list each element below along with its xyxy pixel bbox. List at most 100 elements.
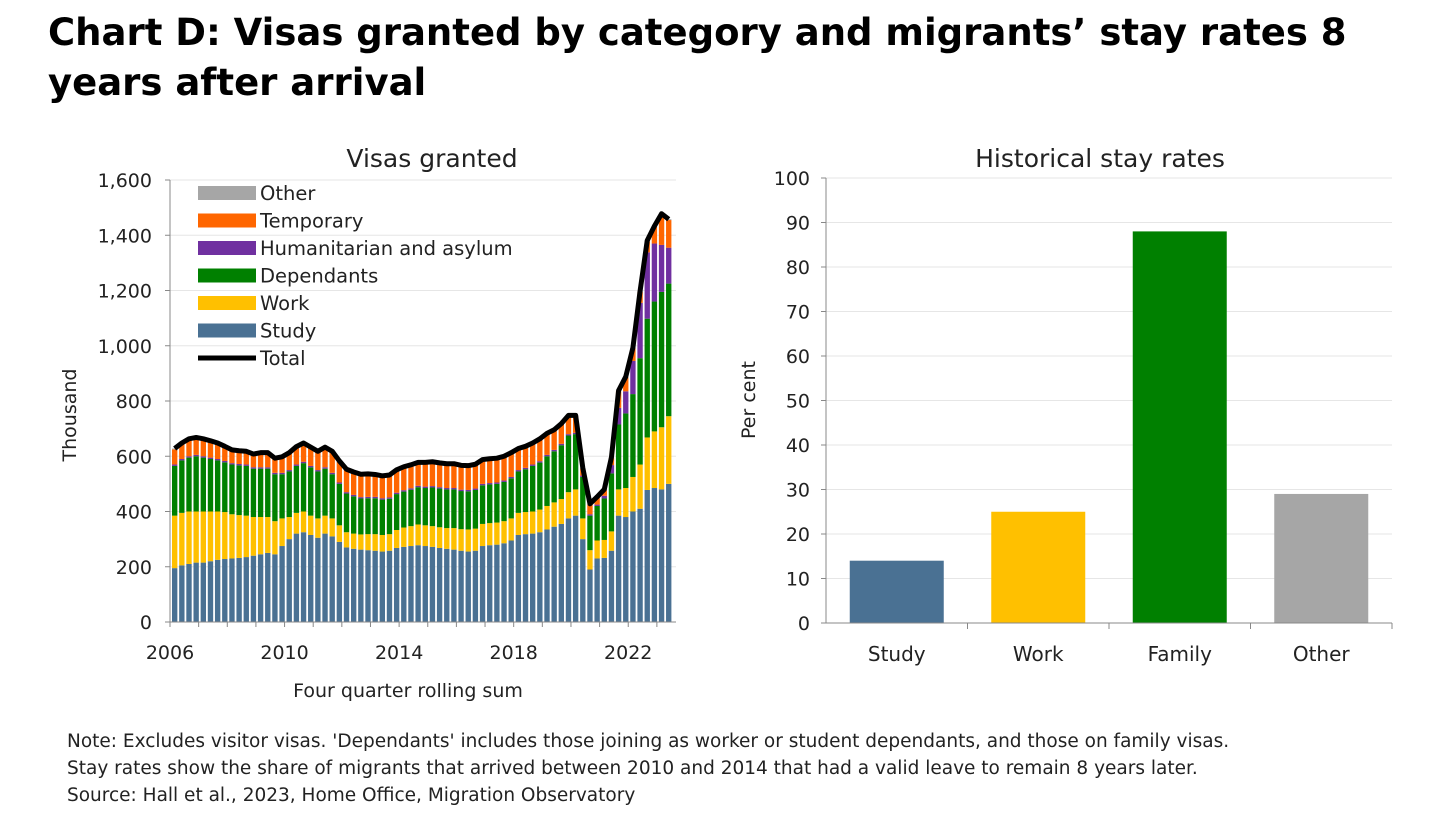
y-tick-label: 40: [786, 435, 810, 457]
bar-work: [537, 509, 543, 533]
bar-work: [286, 517, 292, 540]
bar-humanitarian: [487, 483, 493, 485]
bar-study: [279, 546, 285, 622]
bar-dependants: [343, 493, 350, 533]
source-line: Source: Hall et al., 2023, Home Office, …: [67, 785, 636, 806]
x-tick-label: 2022: [604, 642, 652, 664]
bar-work: [329, 518, 335, 537]
bar-temporary: [236, 451, 242, 464]
bar-study: [315, 537, 321, 622]
bar-temporary: [200, 439, 206, 457]
bar-study: [444, 548, 450, 622]
bar-study: [415, 545, 421, 622]
bar-work: [451, 528, 457, 550]
bar-dependants: [272, 474, 278, 522]
bar-study: [250, 555, 257, 622]
bar-dependants: [451, 489, 457, 529]
bar-temporary: [415, 463, 421, 486]
bar-dependants: [422, 488, 428, 526]
bar-temporary: [651, 226, 658, 244]
bar-humanitarian: [415, 485, 421, 488]
bar-study: [451, 549, 457, 622]
bar-study: [436, 547, 443, 622]
bar-humanitarian: [422, 486, 428, 489]
bar-humanitarian: [565, 434, 572, 436]
bar-study: [207, 561, 214, 622]
y-tick-label: 100: [774, 168, 810, 190]
y-tick-label: 1,200: [98, 281, 152, 303]
bar-dependants: [401, 491, 407, 528]
bar-dependants: [594, 505, 600, 541]
bar-humanitarian: [172, 464, 178, 466]
bar-temporary: [379, 476, 385, 499]
bar-temporary: [279, 457, 285, 473]
bar-temporary: [594, 497, 600, 505]
bar-dependants: [501, 481, 507, 522]
bar-humanitarian: [637, 302, 643, 359]
bar-dependants: [472, 489, 479, 529]
y-tick-label: 200: [116, 557, 152, 579]
bar-humanitarian: [257, 467, 264, 469]
bar-humanitarian: [200, 456, 206, 458]
bar-study: [479, 546, 486, 622]
bar-humanitarian: [193, 454, 199, 457]
bar-dependants: [415, 487, 421, 525]
x-tick-label: Family: [1148, 642, 1213, 666]
bar-study: [508, 540, 514, 622]
bar-work: [991, 511, 1086, 623]
bar-temporary: [508, 453, 514, 477]
bar-dependants: [236, 465, 242, 516]
bar-work: [558, 499, 564, 524]
bar-humanitarian: [186, 456, 192, 458]
bar-work: [487, 523, 493, 546]
bar-dependants: [515, 471, 522, 513]
bar-dependants: [666, 283, 672, 417]
bar-work: [601, 539, 607, 558]
bar-humanitarian: [229, 463, 235, 465]
legend-swatch-dependants: [198, 268, 256, 283]
bar-temporary: [172, 449, 178, 465]
bar-work: [544, 505, 550, 530]
bar-humanitarian: [279, 472, 285, 475]
bar-humanitarian: [479, 483, 486, 486]
x-tick-label: 2014: [375, 642, 423, 664]
bar-work: [415, 524, 421, 546]
bar-dependants: [265, 468, 271, 518]
bar-dependants: [393, 494, 400, 531]
bar-work: [379, 534, 385, 552]
bar-temporary: [458, 466, 464, 490]
bar-work: [358, 534, 364, 550]
bar-work: [222, 512, 228, 560]
bar-study: [522, 534, 529, 622]
chart-title: Visas granted: [346, 144, 517, 173]
bar-work: [429, 526, 436, 547]
bar-study: [666, 483, 672, 622]
bar-dependants: [300, 463, 307, 512]
bar-work: [322, 515, 328, 534]
x-tick-label: 2018: [490, 642, 538, 664]
bar-temporary: [214, 443, 221, 460]
bar-study: [308, 534, 314, 622]
bar-work: [200, 511, 206, 563]
bar-work: [372, 534, 378, 551]
bar-work: [401, 527, 407, 547]
y-tick-label: 600: [116, 446, 152, 468]
bar-work: [501, 521, 507, 544]
y-axis-label: Thousand: [59, 369, 81, 463]
y-tick-label: 20: [786, 524, 810, 546]
bar-humanitarian: [358, 497, 364, 499]
bar-study: [494, 544, 500, 622]
bar-study: [343, 547, 350, 622]
bar-work: [658, 427, 665, 490]
bar-dependants: [601, 498, 607, 540]
bar-study: [623, 517, 629, 622]
bar-study: [580, 539, 586, 622]
bar-study: [572, 515, 579, 622]
bar-study: [322, 533, 328, 622]
bar-dependants: [651, 301, 658, 432]
bar-study: [329, 536, 335, 622]
legend-label: Total: [259, 347, 306, 370]
chart-title: Historical stay rates: [975, 144, 1225, 173]
bar-dependants: [200, 457, 206, 512]
bar-humanitarian: [401, 490, 407, 492]
